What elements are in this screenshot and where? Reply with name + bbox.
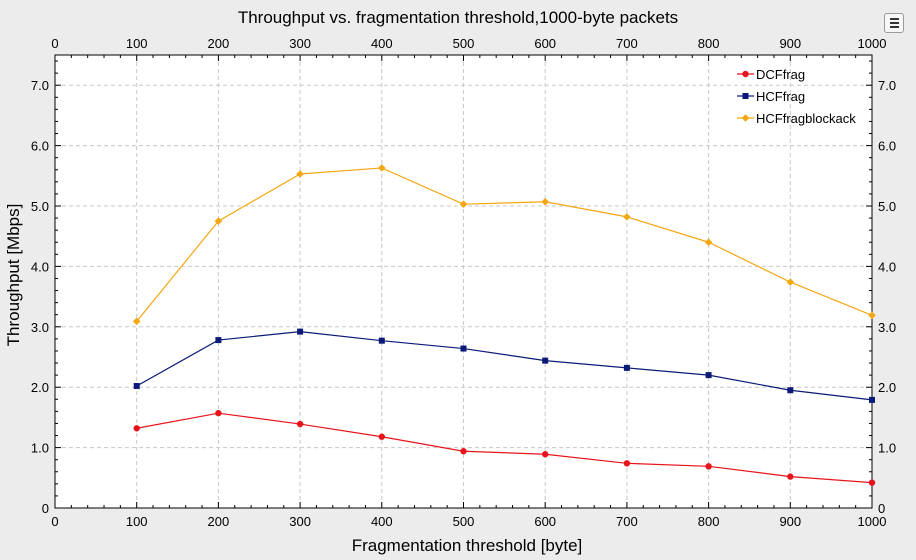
- x-tick-label: 500: [453, 514, 475, 529]
- x-tick-label: 200: [208, 514, 230, 529]
- x-tick-label-top: 600: [534, 36, 556, 51]
- data-point-hcffrag: [623, 364, 630, 371]
- data-point-hcffragblockack: [378, 164, 386, 172]
- y-tick-label-right: 6.0: [878, 139, 896, 154]
- legend-item-hcffragblockack: HCFfragblockack: [737, 111, 856, 126]
- y-tick-label-right: 2.0: [878, 380, 896, 395]
- data-point-hcffrag: [297, 328, 304, 335]
- x-tick-label-top: 800: [698, 36, 720, 51]
- x-tick-label: 400: [371, 514, 393, 529]
- data-point-hcffrag: [378, 337, 385, 344]
- x-tick-label: 300: [289, 514, 311, 529]
- y-tick-label: 2.0: [31, 380, 49, 395]
- data-point-dcffrag: [868, 479, 876, 486]
- x-tick-label-top: 200: [208, 36, 230, 51]
- data-point-hcffragblockack: [623, 213, 631, 221]
- data-point-dcffrag: [705, 463, 712, 470]
- series-hcffragblockack: [132, 164, 876, 326]
- series-dcffrag: [133, 409, 876, 486]
- data-point-dcffrag: [460, 448, 467, 455]
- y-axis-label: Throughput [Mbps]: [4, 204, 23, 347]
- x-tick-label-top: 900: [779, 36, 801, 51]
- x-axis-label: Fragmentation threshold [byte]: [352, 536, 583, 555]
- data-point-hcffrag: [133, 382, 140, 389]
- grid: [55, 55, 872, 508]
- data-point-hcffragblockack: [459, 200, 468, 208]
- data-point-hcffragblockack: [868, 311, 876, 320]
- legend-marker-hcffrag: [742, 93, 749, 99]
- data-point-hcffrag: [542, 357, 549, 364]
- data-point-hcffrag: [215, 337, 222, 344]
- data-point-dcffrag: [133, 425, 140, 432]
- x-tick-label: 1000: [858, 514, 887, 529]
- x-tick-label: 0: [51, 514, 58, 529]
- legend-marker-hcffragblockack: [741, 114, 750, 122]
- x-tick-label: 800: [698, 514, 720, 529]
- legend: DCFfrag HCFfrag HCFfragblockack: [737, 67, 856, 126]
- legend-label-hcffragblockack: HCFfragblockack: [756, 111, 856, 126]
- data-point-hcffragblockack: [704, 238, 713, 247]
- data-point-hcffragblockack: [786, 278, 795, 286]
- x-tick-label: 900: [779, 514, 801, 529]
- data-point-hcffragblockack: [214, 217, 223, 225]
- legend-marker-dcffrag: [742, 70, 749, 78]
- data-point-hcffragblockack: [296, 170, 304, 178]
- data-point-dcffrag: [296, 420, 304, 428]
- data-point-hcffrag: [787, 387, 794, 394]
- data-point-dcffrag: [378, 433, 385, 440]
- x-tick-label-top: 1000: [858, 36, 887, 51]
- y-tick-label-right: 4.0: [878, 259, 896, 274]
- legend-label-hcffrag: HCFfrag: [756, 89, 805, 104]
- data-point-dcffrag: [542, 451, 549, 458]
- y-tick-label-right: 7.0: [878, 78, 896, 93]
- x-tick-label: 600: [534, 514, 556, 529]
- y-tick-label-right: 0: [878, 501, 885, 516]
- y-tick-label: 4.0: [31, 259, 49, 274]
- legend-item-dcffrag: DCFfrag: [737, 67, 805, 82]
- x-tick-label: 700: [616, 514, 638, 529]
- series-hcffrag: [133, 328, 875, 403]
- x-tick-label-top: 500: [453, 36, 475, 51]
- y-tick-label: 0: [42, 501, 49, 516]
- legend-label-dcffrag: DCFfrag: [756, 67, 805, 82]
- series-line-hcffrag: [136, 331, 873, 401]
- x-tick-label-top: 0: [51, 36, 58, 51]
- y-tick-label: 1.0: [31, 441, 49, 456]
- x-tick-label: 100: [126, 514, 148, 529]
- options-button[interactable]: [884, 13, 904, 33]
- series-line-dcffrag: [136, 412, 873, 484]
- data-point-dcffrag: [787, 473, 794, 480]
- y-tick-label: 7.0: [31, 78, 49, 93]
- legend-item-hcffrag: HCFfrag: [737, 89, 805, 104]
- data-point-hcffrag: [869, 396, 875, 403]
- data-point-hcffrag: [460, 345, 467, 352]
- data-point-dcffrag: [623, 460, 631, 467]
- y-tick-label-right: 5.0: [878, 199, 896, 214]
- y-tick-label: 6.0: [31, 139, 49, 154]
- y-tick-label: 5.0: [31, 199, 49, 214]
- data-point-hcffragblockack: [541, 197, 549, 206]
- series-line-hcffragblockack: [136, 167, 873, 322]
- y-tick-label: 3.0: [31, 320, 49, 335]
- data-point-hcffragblockack: [132, 317, 141, 326]
- series-group: [132, 164, 876, 486]
- data-point-hcffrag: [705, 372, 712, 379]
- data-point-dcffrag: [215, 409, 222, 417]
- axis-ticks: 0010010020020030030040040050050060060070…: [31, 36, 896, 529]
- y-tick-label-right: 3.0: [878, 320, 896, 335]
- x-tick-label-top: 700: [616, 36, 638, 51]
- x-tick-label-top: 400: [371, 36, 393, 51]
- x-tick-label-top: 300: [289, 36, 311, 51]
- chart-title: Throughput vs. fragmentation threshold,1…: [238, 8, 678, 27]
- x-tick-label-top: 100: [126, 36, 148, 51]
- y-tick-label-right: 1.0: [878, 441, 896, 456]
